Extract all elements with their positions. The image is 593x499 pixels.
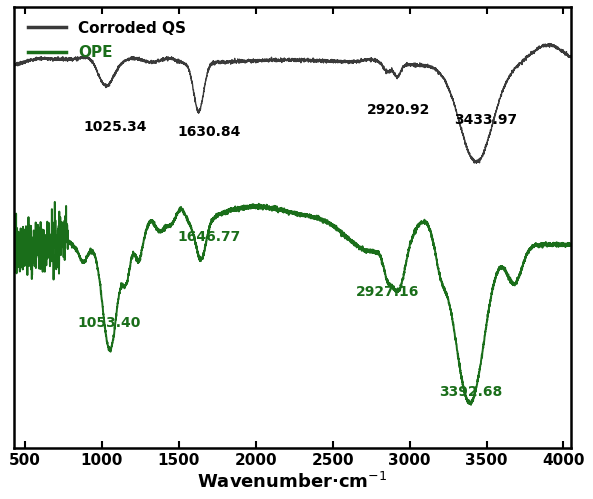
Text: 3392.68: 3392.68 [439,385,502,399]
Text: 1646.77: 1646.77 [177,230,240,244]
Text: 2927.16: 2927.16 [356,285,419,299]
Legend: Corroded QS, OPE: Corroded QS, OPE [21,14,192,66]
Text: 1025.34: 1025.34 [83,120,146,134]
X-axis label: Wavenumber·cm$^{-1}$: Wavenumber·cm$^{-1}$ [197,472,388,492]
Text: 2920.92: 2920.92 [366,103,430,117]
Text: 3433.97: 3433.97 [454,113,517,127]
Text: 1053.40: 1053.40 [77,316,141,330]
Text: 1630.84: 1630.84 [177,125,241,140]
